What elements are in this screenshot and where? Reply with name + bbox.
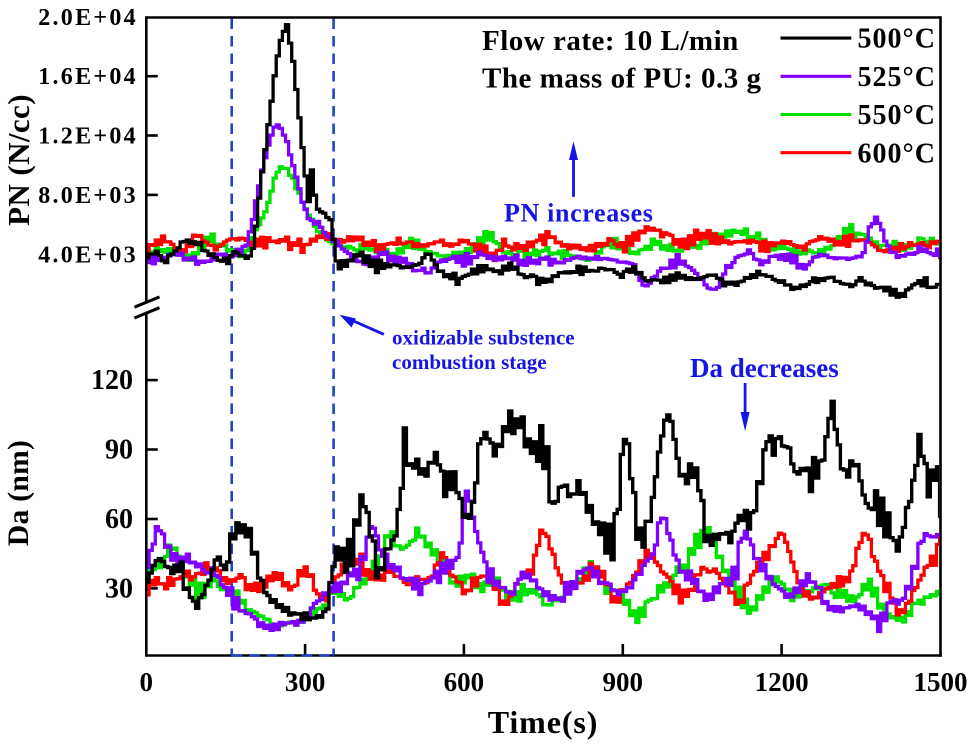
svg-text:90: 90	[105, 435, 133, 466]
svg-text:1.6E+04: 1.6E+04	[38, 64, 138, 90]
svg-text:600: 600	[444, 667, 485, 697]
svg-text:1500: 1500	[914, 667, 968, 697]
svg-text:The mass of PU: 0.3 g: The mass of PU: 0.3 g	[482, 63, 762, 95]
svg-text:900: 900	[603, 667, 644, 697]
svg-text:Da decreases: Da decreases	[690, 353, 839, 383]
svg-text:500°C: 500°C	[858, 24, 936, 55]
svg-text:PN (N/cc): PN (N/cc)	[1, 94, 36, 226]
svg-text:combustion stage: combustion stage	[392, 350, 547, 374]
svg-text:PN increases: PN increases	[504, 199, 654, 228]
svg-text:8.0E+03: 8.0E+03	[38, 183, 138, 209]
svg-text:Da (nm): Da (nm)	[3, 440, 35, 546]
svg-text:Time(s): Time(s)	[488, 704, 599, 740]
svg-text:4.0E+03: 4.0E+03	[38, 242, 138, 268]
svg-text:2.0E+04: 2.0E+04	[38, 5, 138, 31]
svg-text:120: 120	[91, 365, 133, 396]
svg-text:525°C: 525°C	[858, 62, 936, 93]
svg-text:60: 60	[105, 504, 133, 535]
svg-text:oxidizable substence: oxidizable substence	[392, 326, 575, 350]
svg-text:600°C: 600°C	[858, 138, 936, 169]
svg-text:0: 0	[140, 667, 154, 697]
svg-text:Flow rate: 10 L/min: Flow rate: 10 L/min	[482, 25, 739, 57]
svg-text:30: 30	[105, 573, 133, 604]
svg-text:1200: 1200	[755, 667, 809, 697]
svg-text:550°C: 550°C	[858, 100, 936, 131]
svg-text:300: 300	[285, 667, 326, 697]
svg-text:1.2E+04: 1.2E+04	[38, 124, 138, 150]
